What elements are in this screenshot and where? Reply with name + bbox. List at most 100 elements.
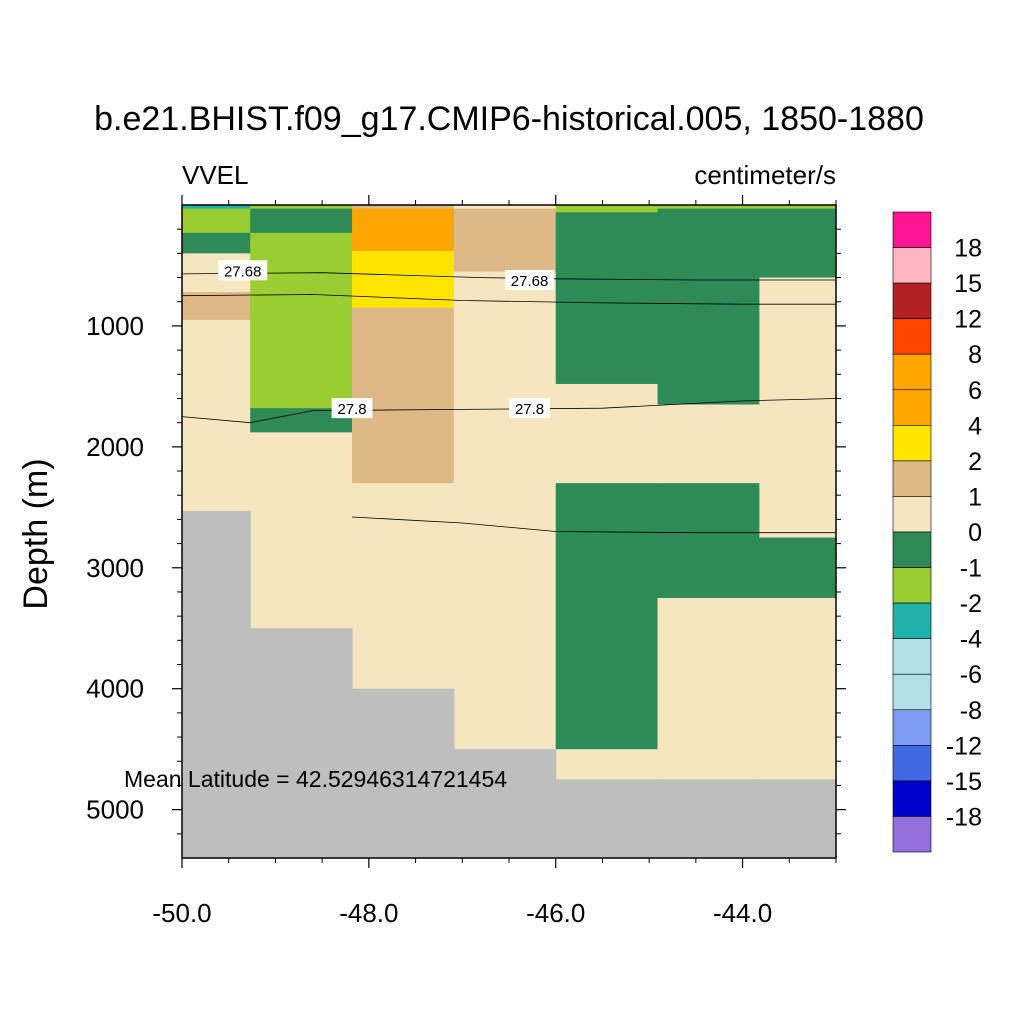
cell-c5-r4	[657, 598, 760, 780]
land-c2	[352, 688, 455, 858]
colorbar-swatch-11	[892, 602, 932, 639]
cell-c4-r2	[555, 212, 659, 385]
cell-c4-r1	[555, 208, 659, 213]
contour-label-0-0: 27.68	[224, 263, 262, 280]
cell-c3-r0	[453, 205, 557, 210]
cell-c1-r0	[250, 205, 353, 210]
x-tick-label: -50.0	[152, 898, 211, 928]
plot-cells	[182, 205, 837, 780]
colorbar-swatch-6	[892, 425, 932, 462]
colorbar-swatch-5	[892, 389, 932, 426]
contour-label-bg-0-0	[218, 260, 268, 281]
x-tick-label: -48.0	[339, 898, 398, 928]
colorbar-swatch-8	[892, 496, 932, 533]
cell-c5-r1	[657, 208, 760, 406]
variable-label: VVEL	[182, 160, 249, 190]
land-c0	[182, 510, 251, 858]
cell-c1-r2	[250, 232, 353, 409]
colorbar-label-16: -18	[946, 803, 982, 831]
colorbar-swatch-15	[892, 745, 932, 782]
colorbar-label-5: 4	[968, 412, 982, 440]
cell-c6-r0	[759, 205, 837, 210]
colorbar-label-7: 1	[968, 483, 982, 511]
colorbar-swatch-4	[892, 353, 932, 391]
contour-label-2-0: 27.8	[337, 401, 366, 418]
cell-c2-r3	[352, 307, 455, 484]
cell-c5-r0	[657, 205, 760, 210]
colorbar-swatch-17	[892, 816, 932, 853]
cell-c0-r5	[182, 319, 251, 512]
contour-line-3	[351, 516, 836, 534]
cell-c3-r1	[453, 208, 557, 273]
cell-c1-r4	[250, 432, 353, 629]
colorbar-swatch-16	[892, 780, 932, 817]
land-c1	[250, 628, 353, 858]
colorbar-label-10: -2	[960, 590, 982, 618]
mean-latitude-annotation: Mean Latitude = 42.52946314721454	[124, 766, 507, 792]
colorbar-label-14: -12	[946, 732, 982, 760]
cell-c3-r2	[453, 271, 557, 750]
y-tick-label: 2000	[86, 432, 144, 462]
colorbar-swatch-14	[892, 709, 932, 746]
colorbar-swatch-2	[892, 282, 932, 319]
chart-title: b.e21.BHIST.f09_g17.CMIP6-historical.005…	[94, 100, 924, 138]
cell-c0-r2	[182, 232, 251, 254]
colorbar-label-8: 0	[968, 519, 982, 547]
land-c5	[657, 779, 760, 858]
cell-c4-r0	[555, 205, 659, 210]
x-tick-label: -44.0	[713, 898, 772, 928]
colorbar-label-11: -4	[960, 626, 982, 654]
colorbar-label-13: -8	[960, 697, 982, 725]
cell-c2-r0	[352, 205, 455, 210]
colorbar-label-3: 8	[968, 341, 982, 369]
y-axis-label: Depth (m)	[17, 458, 55, 609]
colorbar: 18 15 12 8 6 4 2 1 0 -1 -2 -4 -6 -8 -12 -15 -18	[892, 211, 982, 853]
contour-label-2-1: 27.8	[515, 401, 544, 418]
colorbar-swatch-1	[892, 247, 932, 284]
cell-c6-r4	[759, 598, 837, 780]
land-c3	[453, 749, 557, 858]
y-tick-label: 3000	[86, 553, 144, 583]
land-mask	[182, 510, 837, 858]
cell-c5-r3	[657, 483, 760, 599]
colorbar-swatch-3	[892, 318, 932, 355]
colorbar-swatch-0	[892, 211, 932, 248]
cell-c2-r4	[352, 483, 455, 690]
colorbar-swatch-13	[892, 673, 932, 711]
contour-label-bg-2-0	[331, 398, 373, 419]
colorbar-swatch-10	[892, 567, 932, 604]
x-tick-label: -46.0	[526, 898, 585, 928]
y-tick-label: 4000	[86, 674, 144, 704]
cell-c2-r1	[352, 208, 455, 252]
cell-c1-r1	[250, 208, 353, 234]
cell-c4-r4	[555, 483, 659, 750]
y-tick-label: 1000	[86, 311, 144, 341]
colorbar-swatch-12	[892, 638, 932, 675]
cell-c6-r3	[759, 537, 837, 599]
colorbar-swatch-9	[892, 531, 932, 568]
cell-c6-r1	[759, 208, 837, 279]
colorbar-label-1: 15	[954, 270, 982, 298]
density-contours: 27.68 27.68 27.8 27.8	[181, 260, 837, 534]
land-c4	[555, 779, 659, 858]
units-label: centimeter/s	[694, 160, 836, 190]
cell-c4-r3	[555, 383, 659, 484]
contour-label-bg-2-1	[509, 398, 550, 419]
cell-c0-r1	[182, 208, 251, 234]
contour-line-2	[181, 398, 837, 424]
colorbar-label-2: 12	[954, 306, 982, 334]
cell-c5-r2	[657, 404, 760, 484]
cell-c0-r0	[182, 205, 251, 210]
colorbar-label-0: 18	[954, 235, 982, 263]
colorbar-swatch-7	[892, 460, 932, 497]
y-tick-label: 5000	[86, 795, 144, 825]
land-c6	[759, 779, 837, 858]
colorbar-label-4: 6	[968, 377, 982, 405]
cell-c0-r4	[182, 292, 251, 321]
cell-c2-r2	[352, 250, 455, 309]
contour-label-0-1: 27.68	[511, 273, 549, 290]
colorbar-label-6: 2	[968, 448, 982, 476]
contour-label-bg-0-1	[505, 269, 555, 290]
axis-ticks: -50.0 -48.0 -46.0 -44.0 1000 2000 3000 4000 5000	[86, 195, 846, 928]
colorbar-label-9: -1	[960, 555, 982, 583]
